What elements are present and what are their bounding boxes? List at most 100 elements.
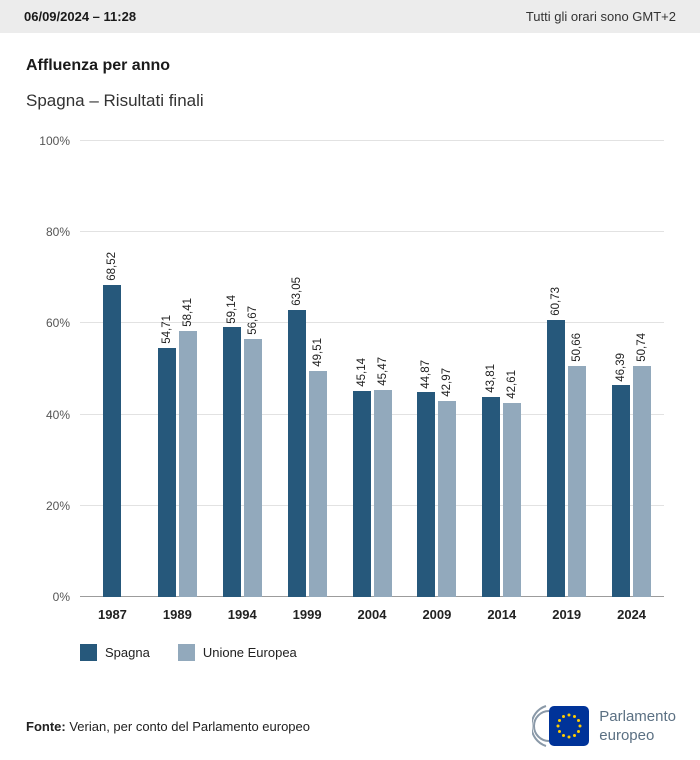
bar-column: 42,61 [503, 141, 522, 597]
bar-column: 45,47 [373, 141, 392, 597]
gridline [80, 231, 664, 233]
y-axis-tick-label: 80% [45, 225, 70, 240]
bar-column: 43,81 [482, 141, 501, 597]
bar-column: 46,39 [612, 141, 631, 597]
bar-spagna [482, 397, 501, 597]
bar-group-1994: 59,14 56,67 [210, 141, 275, 597]
bar-column: 68,52 [103, 141, 122, 597]
bar-value-label: 63,05 [290, 276, 303, 306]
bar-value-label: 42,61 [506, 369, 519, 399]
bar-column: 49,51 [308, 141, 327, 597]
gridline [80, 322, 664, 324]
bar-spagna [417, 392, 436, 597]
gridline [80, 596, 664, 597]
x-axis-label: 1989 [162, 607, 192, 622]
x-axis-label: 2019 [552, 607, 582, 622]
chart-legend: Spagna Unione Europea [80, 644, 700, 661]
top-bar: 06/09/2024 – 11:28 Tutti gli orari sono … [0, 0, 700, 33]
bar-column: 54,71 [157, 141, 176, 597]
gridline [80, 504, 664, 506]
bar-column: 60,73 [547, 141, 566, 597]
logo-line-1: Parlamento [599, 708, 676, 725]
bar-unione-europea [243, 338, 262, 597]
legend-swatch-spagna [80, 644, 97, 661]
bar-column: 50,66 [568, 141, 587, 597]
bar-value-label: 59,14 [225, 294, 238, 324]
bar-column: 44,87 [417, 141, 436, 597]
legend-swatch-unione-europea [177, 644, 195, 661]
bar-column: 42,97 [438, 141, 457, 597]
bar-value-label: 45,14 [355, 358, 368, 388]
bar-spagna [547, 320, 566, 597]
bar-group-2024: 46,39 50,74 [599, 141, 664, 597]
y-axis-tick-label: 100% [39, 134, 70, 148]
chart-header: Affluenza per anno Spagna – Risultati fi… [0, 33, 700, 111]
x-axis-label: 1999 [292, 607, 322, 622]
legend-label-unione-europea: Unione Europea [202, 645, 297, 660]
bar-column: 63,05 [287, 141, 306, 597]
logo-wordmark: Parlamento europeo [599, 707, 676, 745]
page-title: Affluenza per anno [26, 57, 171, 74]
legend-item-spagna: Spagna [80, 644, 150, 661]
y-axis-tick-label: 0% [52, 590, 70, 604]
bar-value-label: 50,74 [636, 332, 649, 362]
x-axis-label: 2014 [487, 607, 517, 622]
x-axis-label: 2024 [617, 607, 647, 622]
y-axis-tick-label: 40% [45, 407, 70, 422]
bar-group-2014: 43,81 42,61 [469, 141, 534, 597]
bar-value-label: 46,39 [615, 352, 628, 382]
bar-value-label: 56,67 [246, 305, 259, 335]
bar-value-label: 42,97 [441, 368, 454, 398]
bar-spagna [222, 327, 241, 597]
bar-value-label: 43,81 [485, 364, 498, 394]
bar-group-1987: 68,52 [80, 141, 145, 597]
x-axis-label: 2004 [357, 607, 387, 622]
timezone-note: Tutti gli orari sono GMT+2 [525, 9, 676, 24]
logo-line-2: europeo [599, 727, 655, 744]
bar-spagna [287, 309, 306, 597]
bar-unione-europea [308, 371, 327, 597]
legend-label-spagna: Spagna [105, 645, 150, 660]
plot-area: 0% 20% 40% 60% 80% 100% 68,52 54,71 58,41 59,14 5… [39, 134, 664, 604]
bar-value-label: 60,73 [550, 287, 563, 317]
bar-value-label: 68,52 [106, 251, 119, 281]
y-axis-tick-label: 60% [45, 316, 70, 331]
page-subtitle: Spagna – Risultati finali [26, 91, 204, 110]
bar-group-2009: 44,87 42,97 [404, 141, 469, 597]
x-axis-label: 1994 [227, 607, 257, 622]
bar-value-label: 45,47 [376, 356, 389, 386]
bar-value-label: 54,71 [160, 314, 173, 344]
x-axis-label: 1987 [97, 607, 127, 622]
bar-unione-europea [438, 401, 457, 597]
european-parliament-logo: Parlamento europeo [532, 702, 676, 750]
bar-unione-europea [373, 389, 392, 597]
bar-spagna [612, 385, 631, 597]
source-label: Fonte: [26, 718, 66, 734]
chart-groups: 68,52 54,71 58,41 59,14 56,67 63,05 49,51 45,14… [80, 141, 664, 597]
bar-spagna [103, 284, 122, 597]
eu-flag-icon [532, 705, 590, 747]
bar-column: 50,74 [633, 141, 652, 597]
bar-column: 45,14 [352, 141, 371, 597]
bar-value-label: 50,66 [571, 333, 584, 362]
gridline [80, 413, 664, 415]
bar-column: 59,14 [222, 141, 241, 597]
bar-group-2019: 60,73 50,66 [534, 141, 599, 597]
bar-column: 56,67 [243, 141, 262, 597]
bar-group-2004: 45,14 45,47 [340, 141, 405, 597]
bar-unione-europea [503, 402, 522, 597]
legend-item-unione-europea: Unione Europea [177, 644, 297, 661]
y-axis-tick-label: 20% [45, 498, 70, 513]
bar-unione-europea [568, 366, 587, 597]
datetime-label: 06/09/2024 – 11:28 [24, 9, 137, 24]
source-note: Fonte: Verian, per conto del Parlamento … [26, 719, 310, 734]
bar-chart: 0% 20% 40% 60% 80% 100% 68,52 54,71 58,41 59,14 5… [39, 134, 664, 622]
bar-spagna [352, 391, 371, 597]
bar-value-label: 58,41 [181, 297, 194, 327]
x-axis-label: 2009 [422, 607, 452, 622]
chart-x-labels: 1987 1989 1994 1999 2004 2009 2014 2019 2024 [80, 607, 664, 622]
bar-group-1999: 63,05 49,51 [275, 141, 340, 597]
bar-column: 58,41 [178, 141, 197, 597]
bar-unione-europea [178, 330, 197, 597]
bar-value-label: 49,51 [311, 338, 324, 368]
